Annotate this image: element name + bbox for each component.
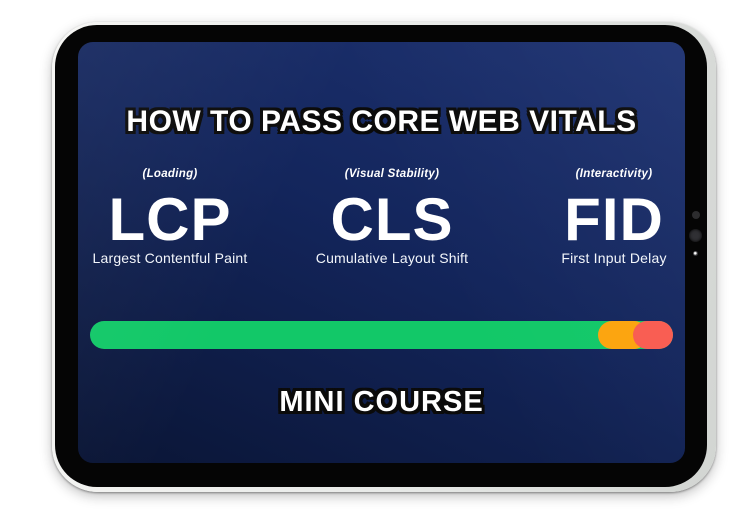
vital-lcp: (Loading) LCP Largest Contentful Paint — [78, 168, 270, 266]
camera-lens-icon — [689, 229, 702, 242]
vital-cls: (Visual Stability) CLS Cumulative Layout… — [292, 168, 492, 266]
progress-bar — [90, 321, 673, 349]
vital-category-label: (Loading) — [142, 168, 198, 180]
page-title: HOW TO PASS CORE WEB VITALS — [126, 105, 637, 138]
progress-segment-poor — [632, 321, 673, 349]
vitals-row: (Loading) LCP Largest Contentful Paint (… — [78, 168, 685, 266]
camera-dot-icon — [692, 211, 700, 219]
tablet-bezel: HOW TO PASS CORE WEB VITALS (Loading) LC… — [55, 25, 707, 487]
vital-acronym: LCP — [108, 185, 232, 253]
tablet-screen: HOW TO PASS CORE WEB VITALS (Loading) LC… — [78, 42, 685, 463]
vital-category-label: (Interactivity) — [575, 168, 653, 180]
vital-fid: (Interactivity) FID First Input Delay — [514, 168, 685, 266]
vital-full-name: Largest Contentful Paint — [92, 249, 248, 266]
vital-full-name: Cumulative Layout Shift — [315, 249, 469, 266]
camera-glint-icon — [693, 251, 698, 256]
tablet-device: HOW TO PASS CORE WEB VITALS (Loading) LC… — [52, 22, 716, 492]
vital-full-name: First Input Delay — [561, 249, 667, 266]
mini-course-label: MINI COURSE — [279, 386, 484, 418]
progress-segment-good — [90, 321, 673, 349]
vital-acronym: FID — [564, 185, 664, 253]
vital-acronym: CLS — [330, 185, 454, 253]
vital-category-label: (Visual Stability) — [344, 168, 440, 180]
